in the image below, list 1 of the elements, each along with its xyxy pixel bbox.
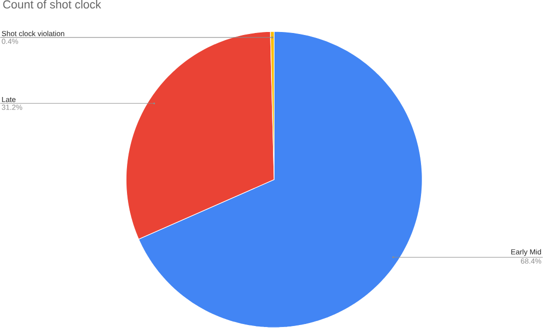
- chart-title: Count of shot clock: [3, 0, 102, 9]
